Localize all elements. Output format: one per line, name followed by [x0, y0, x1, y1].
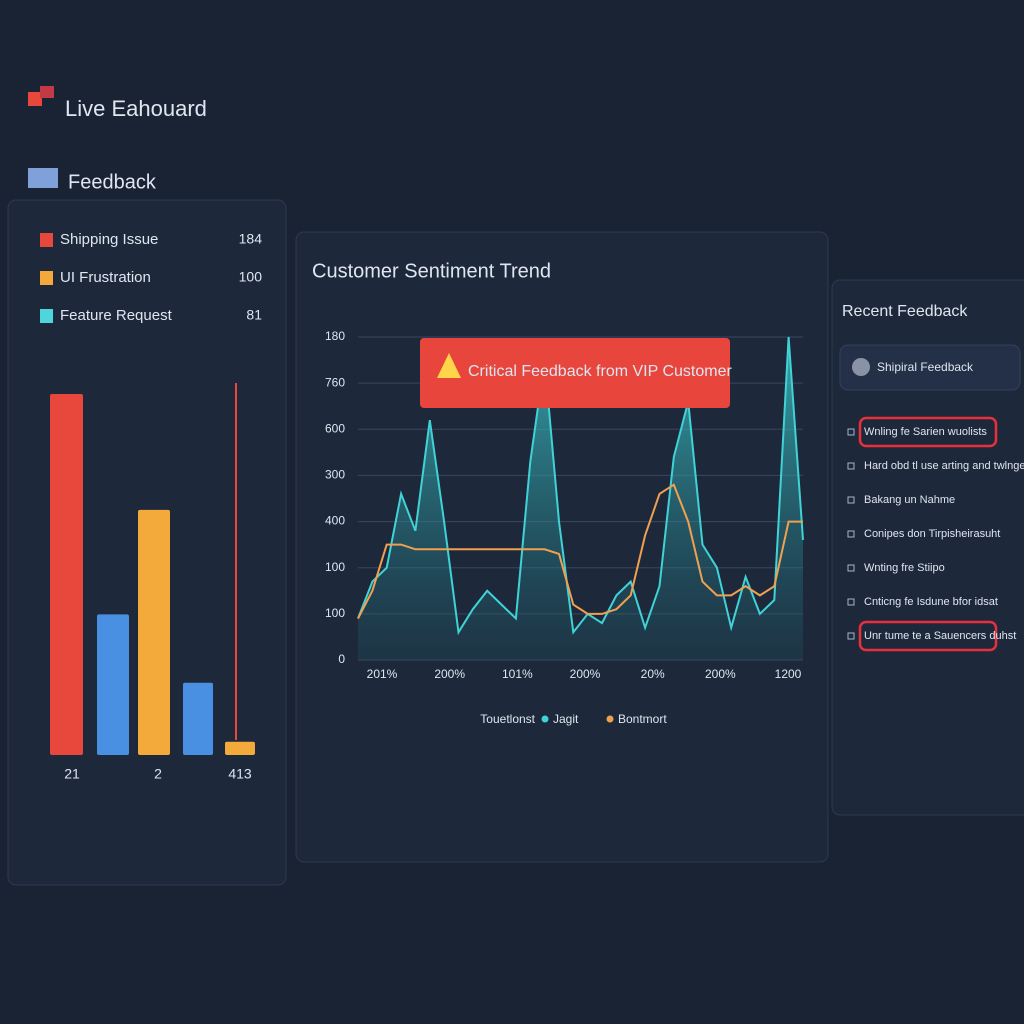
feedback-item[interactable]: Unr tume te a Sauencers duhst	[864, 630, 1016, 642]
bullet	[847, 428, 855, 436]
feedback-item[interactable]: Wnting fre Stiipo	[864, 562, 945, 574]
alert: Critical Feedback from VIP Customer	[420, 338, 732, 408]
legend-swatch	[40, 233, 53, 247]
legend-count: 81	[246, 307, 262, 323]
bullet	[847, 462, 855, 470]
recent-title: Recent Feedback	[842, 303, 968, 320]
bullet	[847, 530, 855, 538]
alert-box	[420, 338, 730, 408]
y-tick-label: 300	[325, 468, 345, 482]
legend-swatch	[40, 309, 53, 323]
x-tick-label: 200%	[434, 667, 465, 681]
y-tick-label: 100	[325, 560, 345, 574]
legend-label: UI Frustration	[60, 269, 151, 286]
logo-icon	[28, 92, 42, 106]
x-tick-label: 200%	[570, 667, 601, 681]
search-box[interactable]	[839, 344, 1021, 391]
y-tick-label: 100	[325, 606, 345, 620]
trend-title: Customer Sentiment Trend	[312, 260, 551, 282]
legend-dot	[606, 715, 614, 723]
y-tick-label: 760	[325, 375, 345, 389]
y-tick-label: 180	[325, 329, 345, 343]
legend-label: Jagit	[553, 712, 579, 726]
x-tick-label: 101%	[502, 667, 533, 681]
y-tick-label: 0	[338, 652, 345, 666]
bullet	[847, 598, 855, 606]
y-tick-label: 600	[325, 421, 345, 435]
avatar	[852, 358, 870, 376]
area	[358, 337, 803, 660]
x-tick-label: 21	[64, 766, 80, 782]
bullet	[847, 632, 855, 640]
bullet	[847, 564, 855, 572]
legend-label: Bontmort	[618, 712, 667, 726]
legend-count: 100	[239, 269, 263, 285]
feedback-item[interactable]: Cnticng fe Isdune bfor idsat	[864, 596, 998, 608]
y-tick-label: 400	[325, 514, 345, 528]
bar	[97, 614, 129, 755]
feedback-item[interactable]: Conipes don Tirpisheirasuht	[864, 528, 1000, 540]
bar	[50, 394, 83, 755]
x-tick-label: 201%	[367, 667, 398, 681]
bar	[225, 741, 255, 755]
legend-count: 184	[239, 231, 263, 247]
x-tick-label: 20%	[641, 667, 665, 681]
legend-label: Shipping Issue	[60, 231, 158, 248]
recent-panel	[831, 279, 1024, 816]
search-text[interactable]: Shipiral Feedback	[877, 360, 974, 374]
highlight	[858, 416, 998, 448]
line	[357, 483, 803, 619]
legend-title: Touetlonst	[480, 712, 535, 726]
bar	[138, 509, 170, 755]
x-tick-label: 2	[154, 766, 162, 782]
logo-icon	[40, 86, 54, 98]
bar	[183, 682, 213, 755]
line	[357, 336, 804, 636]
legend-swatch	[40, 271, 53, 285]
feedback-item[interactable]: Hard obd tl use arting and twlnge	[864, 460, 1024, 472]
x-tick-label: 1200	[775, 667, 802, 681]
legend-dot	[541, 715, 549, 723]
x-tick-label: 200%	[705, 667, 736, 681]
feedback-item[interactable]: Wnling fe Sarien wuolists	[864, 426, 987, 438]
x-tick-label: 413	[228, 766, 252, 782]
legend-label: Feature Request	[60, 307, 173, 324]
warning-icon	[437, 353, 461, 378]
alert-text: Critical Feedback from VIP Customer	[468, 363, 732, 380]
feedback-icon	[28, 168, 58, 188]
section-title: Feedback	[68, 171, 157, 193]
header-title: Live Eahouard	[65, 96, 207, 121]
feedback-item[interactable]: Bakang un Nahme	[864, 494, 955, 506]
bullet	[847, 496, 855, 504]
highlight	[858, 620, 998, 652]
